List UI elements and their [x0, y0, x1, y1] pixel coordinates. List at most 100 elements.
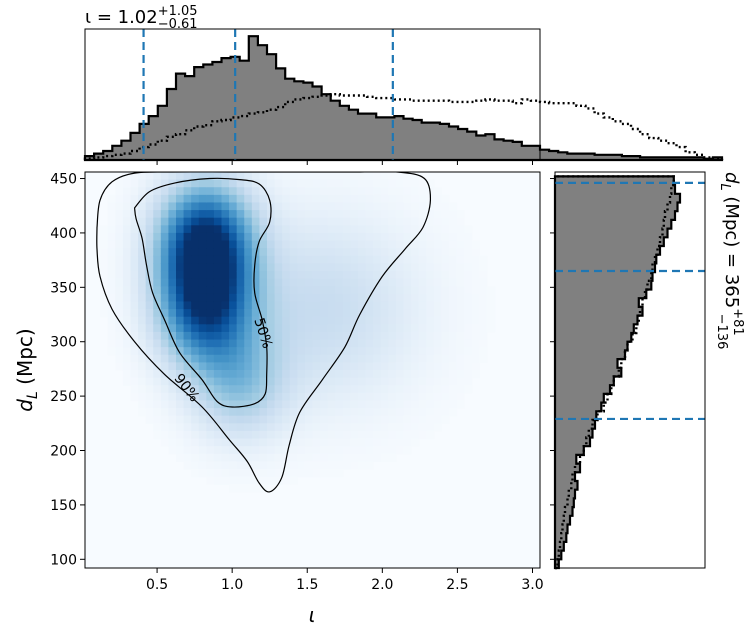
- heatmap-cell: [213, 339, 223, 348]
- x-tick-label: 3.0: [521, 577, 543, 593]
- heatmap-cell: [122, 179, 132, 188]
- heatmap-cell: [289, 301, 298, 310]
- heatmap-cell: [259, 194, 268, 204]
- heatmap-cell: [130, 240, 139, 249]
- heatmap-cell: [320, 392, 329, 402]
- heatmap-cell: [395, 210, 405, 219]
- heatmap-cell: [183, 415, 192, 424]
- heatmap-cell: [335, 278, 344, 287]
- heatmap-cell: [289, 430, 298, 440]
- heatmap-cell: [342, 179, 352, 188]
- heatmap-cell: [433, 217, 443, 226]
- heatmap-cell: [259, 476, 268, 485]
- heatmap-cell: [320, 248, 329, 257]
- heatmap-cell: [198, 187, 207, 196]
- heatmap-cell: [327, 194, 336, 204]
- heatmap-cell: [130, 172, 139, 181]
- heatmap-cell: [380, 339, 389, 348]
- heatmap-cell: [289, 286, 298, 295]
- heatmap-cell: [221, 377, 230, 386]
- heatmap-cell: [198, 278, 207, 287]
- heatmap-cell: [130, 286, 139, 295]
- heatmap-cell: [274, 293, 283, 303]
- heatmap-cell: [464, 271, 473, 280]
- heatmap-cell: [441, 286, 450, 295]
- heatmap-cell: [176, 408, 185, 417]
- heatmap-cell: [358, 187, 367, 196]
- heatmap-cell: [297, 286, 306, 295]
- heatmap-cell: [456, 339, 465, 348]
- heatmap-cell: [358, 210, 367, 219]
- heatmap-cell: [327, 301, 336, 310]
- heatmap-cell: [130, 362, 139, 371]
- heatmap-cell: [342, 316, 352, 325]
- heatmap-cell: [297, 217, 306, 226]
- heatmap-cell: [206, 446, 215, 455]
- heatmap-cell: [350, 430, 359, 440]
- heatmap-cell: [130, 179, 139, 188]
- heatmap-cell: [297, 263, 306, 272]
- heatmap-cell: [206, 423, 215, 432]
- heatmap-cell: [251, 400, 261, 409]
- heatmap-cell: [244, 347, 253, 356]
- heatmap-cell: [236, 217, 245, 226]
- heatmap-cell: [251, 377, 261, 386]
- heatmap-cell: [312, 278, 321, 287]
- heatmap-cell: [282, 415, 291, 424]
- heatmap-cell: [115, 179, 124, 188]
- heatmap-cell: [267, 354, 276, 363]
- heatmap-cell: [395, 324, 405, 333]
- heatmap-cell: [350, 172, 359, 181]
- heatmap-cell: [418, 415, 427, 424]
- heatmap-cell: [335, 179, 344, 188]
- heatmap-cell: [433, 263, 443, 272]
- heatmap-cell: [350, 278, 359, 287]
- heatmap-cell: [342, 187, 352, 196]
- heatmap-cell: [213, 179, 223, 188]
- heatmap-cell: [297, 354, 306, 363]
- heatmap-cell: [160, 217, 170, 226]
- heatmap-cell: [456, 400, 465, 409]
- heatmap-cell: [244, 187, 253, 196]
- heatmap-cell: [449, 370, 458, 379]
- heatmap-cell: [244, 248, 253, 257]
- heatmap-cell: [267, 453, 276, 462]
- heatmap-cell: [183, 187, 192, 196]
- y-tick-label: 150: [50, 498, 77, 514]
- heatmap-cell: [380, 240, 389, 249]
- heatmap-cell: [107, 301, 116, 310]
- heatmap-cell: [153, 377, 162, 386]
- heatmap-cell: [365, 362, 374, 371]
- heatmap-cell: [342, 301, 352, 310]
- heatmap-cell: [418, 194, 427, 204]
- heatmap-cell: [418, 316, 427, 325]
- x-axis-label: ι: [309, 603, 316, 627]
- heatmap-cell: [282, 392, 291, 402]
- heatmap-cell: [267, 362, 276, 371]
- heatmap-cell: [176, 446, 185, 455]
- heatmap-cell: [297, 362, 306, 371]
- heatmap-cell: [304, 362, 314, 371]
- heatmap-cell: [274, 339, 283, 348]
- heatmap-cell: [441, 354, 450, 363]
- heatmap-cell: [206, 453, 215, 462]
- heatmap-cell: [312, 172, 321, 181]
- heatmap-cell: [130, 255, 139, 264]
- top-dotted-histogram: [83, 93, 724, 160]
- heatmap-cell: [107, 324, 116, 333]
- heatmap-cell: [365, 179, 374, 188]
- heatmap-cell: [312, 415, 321, 424]
- heatmap-cell: [229, 339, 238, 348]
- heatmap-cell: [213, 309, 223, 318]
- heatmap-cell: [449, 316, 458, 325]
- heatmap-cell: [395, 217, 405, 226]
- heatmap-cell: [297, 293, 306, 303]
- heatmap-cell: [176, 385, 185, 394]
- heatmap-cell: [145, 408, 154, 417]
- heatmap-cell: [297, 461, 306, 470]
- main-density-panel: 50%90% 0.5 1.0 1.5 2.0 2.5 3.0 10015020025030…: [13, 171, 544, 627]
- heatmap-cell: [297, 324, 306, 333]
- heatmap-cell: [236, 461, 245, 470]
- heatmap-cell: [297, 377, 306, 386]
- heatmap-cell: [297, 347, 306, 356]
